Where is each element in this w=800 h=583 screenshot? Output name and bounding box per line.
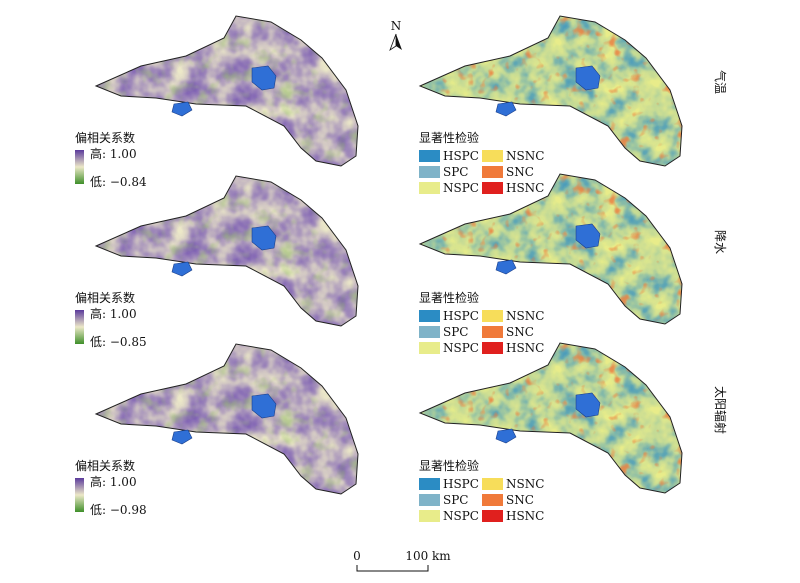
legend-swatch [482,310,503,322]
partial-legend-high: 高: 1.00 [90,474,137,489]
legend-swatch [419,478,440,490]
legend-swatch [482,478,503,490]
partial-legend-high: 高: 1.00 [90,146,137,161]
partial-legend-low: 低: −0.84 [90,175,147,189]
legend-swatch [419,326,440,338]
legend-class-label: SNC [506,493,534,507]
legend-class-label: NSPC [443,509,479,523]
scale-bar: 0 100 km [353,549,451,572]
legend-class-label: HSPC [443,477,479,491]
legend-class-label: SNC [506,325,534,339]
legend-class-label: HSPC [443,149,479,163]
significance-map [415,338,690,498]
legend-swatch [482,342,503,354]
north-label: N [391,19,402,33]
legend-class-label: NSNC [506,477,544,491]
partial-legend-title: 偏相关系数 [75,458,135,473]
legend-class-label: NSPC [443,341,479,355]
significance-legend: 显著性检验 HSPC SPC NSPC NSNC SNC HSNC [419,290,544,355]
legend-class-label: HSNC [506,341,544,355]
significance-legend-title: 显著性检验 [419,290,479,305]
legend-swatch [482,510,503,522]
legend-swatch [482,182,503,194]
colorbar [75,150,84,184]
scale-start: 0 [353,549,361,563]
legend-class-label: SNC [506,165,534,179]
partial-legend-title: 偏相关系数 [75,290,135,305]
legend-swatch [419,166,440,178]
legend-class-label: SPC [443,165,468,179]
legend-class-label: SPC [443,493,468,507]
partial-legend-high: 高: 1.00 [90,306,137,321]
legend-class-label: NSPC [443,181,479,195]
variable-label: 太阳辐射 [713,386,728,434]
legend-swatch [419,310,440,322]
legend-class-label: HSNC [506,181,544,195]
legend-swatch [419,342,440,354]
north-arrow-icon: N [389,19,402,52]
legend-class-label: NSNC [506,149,544,163]
partial-legend-low: 低: −0.85 [90,335,147,349]
colorbar [75,310,84,344]
variable-label: 降水 [713,230,727,254]
legend-class-label: SPC [443,325,468,339]
significance-legend: 显著性检验 HSPC SPC NSPC NSNC SNC HSNC [419,458,544,523]
partial-legend-title: 偏相关系数 [75,130,135,145]
significance-legend-title: 显著性检验 [419,458,479,473]
legend-swatch [482,166,503,178]
legend-swatch [419,494,440,506]
legend-class-label: HSPC [443,309,479,323]
legend-swatch [419,182,440,194]
scale-end: 100 km [405,549,451,563]
colorbar [75,478,84,512]
legend-swatch [482,150,503,162]
partial-legend-low: 低: −0.98 [90,503,147,517]
significance-map [415,11,690,171]
legend-swatch [419,150,440,162]
significance-legend: 显著性检验 HSPC SPC NSPC NSNC SNC HSNC [419,130,544,195]
legend-swatch [482,326,503,338]
legend-swatch [419,510,440,522]
legend-class-label: NSNC [506,309,544,323]
variable-label: 气温 [713,70,728,94]
significance-legend-title: 显著性检验 [419,130,479,145]
legend-swatch [482,494,503,506]
legend-class-label: HSNC [506,509,544,523]
